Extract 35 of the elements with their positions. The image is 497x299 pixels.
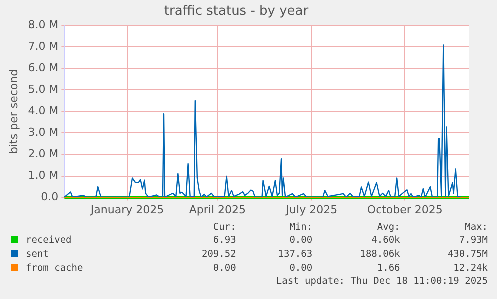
y-tick-label: 6.0 M — [28, 62, 59, 75]
text: 0.00 — [288, 262, 314, 276]
text: 7.93M — [458, 234, 489, 248]
text: 0.00 — [212, 262, 238, 276]
x-tick-label: October 2025 — [367, 203, 443, 216]
text: 1.66 — [376, 262, 402, 276]
y-tick-label: 3.0 M — [28, 126, 59, 140]
text: 4.60k — [370, 234, 402, 248]
text: 6.93 — [212, 234, 238, 248]
text: 137.63 — [277, 248, 314, 262]
x-tick-label: July 2025 — [285, 203, 338, 216]
x-tick-label: April 2025 — [189, 203, 246, 216]
legend-label: received — [26, 235, 72, 246]
text: Last update: Thu Dec 18 11:00:19 2025 — [275, 276, 489, 288]
y-axis-title: bits per second — [7, 69, 20, 154]
y-tick-label: 5.0 M — [28, 83, 59, 96]
y-tick-label: 2.0 M — [28, 148, 59, 161]
text: Max: — [464, 222, 489, 234]
y-tick-label: 7.0 M — [28, 40, 59, 53]
legend-label: from cache — [26, 263, 84, 274]
text: Avg: — [376, 222, 402, 234]
y-tick-label: 4.0 M — [28, 104, 59, 118]
y-tick-label: 8.0 M — [28, 18, 59, 32]
y-tick-label: 1.0 M — [28, 169, 59, 182]
text: 0.00 — [288, 234, 314, 248]
text: 12.24k — [452, 262, 489, 276]
text: Cur: — [212, 222, 238, 234]
x-tick-label: January 2025 — [90, 203, 164, 216]
legend-label: sent — [26, 249, 49, 260]
text: 188.06k — [359, 248, 402, 262]
chart-title: traffic status - by year — [164, 4, 310, 20]
y-tick-label: 0.0 — [41, 190, 59, 204]
text: Min: — [288, 222, 314, 234]
text: 209.52 — [200, 248, 238, 262]
text: 430.75M — [446, 248, 489, 262]
